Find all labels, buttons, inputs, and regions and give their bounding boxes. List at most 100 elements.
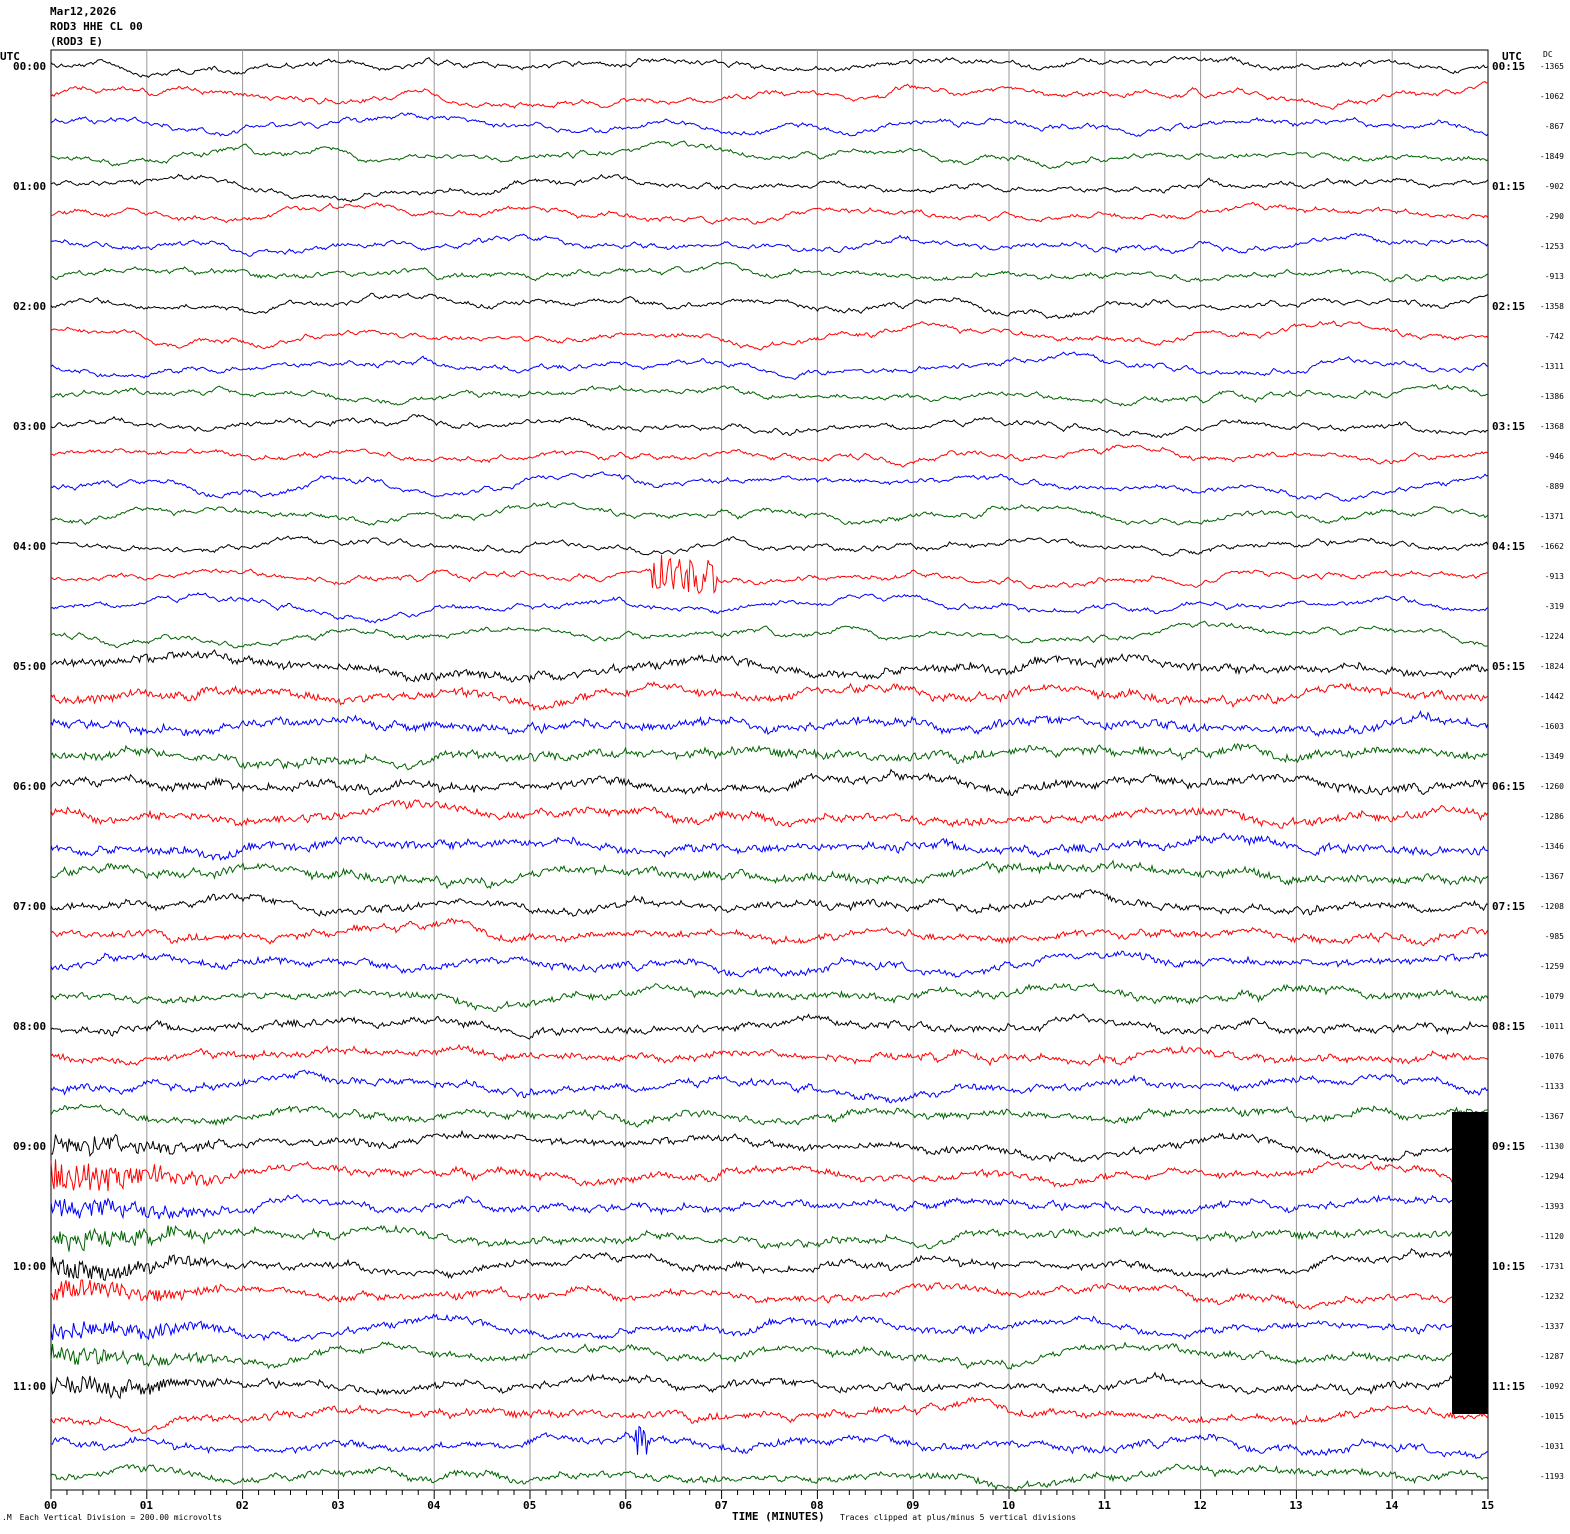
- seismic-trace: [50, 1129, 1489, 1163]
- seismic-trace: [50, 1341, 1489, 1370]
- clipped-signal-block: [1452, 1112, 1488, 1414]
- dc-offset-label: -889: [1545, 482, 1564, 491]
- channel-label: (ROD3 E): [50, 35, 103, 48]
- left-time-label: 03:00: [13, 420, 46, 433]
- dc-offset-label: -1346: [1540, 842, 1564, 851]
- dc-offset-label: -742: [1545, 332, 1564, 341]
- dc-offset-label: -1824: [1540, 662, 1564, 671]
- seismic-trace: [50, 1069, 1489, 1104]
- seismic-trace: [50, 859, 1489, 890]
- right-time-label: 06:15: [1492, 780, 1525, 793]
- dc-offset-label: -1224: [1540, 632, 1564, 641]
- right-time-label: 03:15: [1492, 420, 1525, 433]
- seismic-trace: [50, 1313, 1489, 1343]
- seismic-trace: [50, 471, 1489, 502]
- x-tick-label: 08: [810, 1499, 823, 1512]
- dc-offset-label: -1849: [1540, 152, 1564, 161]
- dc-offset-label: -1133: [1540, 1082, 1564, 1091]
- right-time-label: 01:15: [1492, 180, 1525, 193]
- dc-offset-label: -1092: [1540, 1382, 1564, 1391]
- dc-offset-label: -1287: [1540, 1352, 1564, 1361]
- dc-offset-label: -1349: [1540, 752, 1564, 761]
- seismic-trace: [50, 1248, 1489, 1282]
- dc-offset-label: -1367: [1540, 1112, 1564, 1121]
- seismic-trace: [50, 1463, 1489, 1492]
- seismic-trace: [50, 1193, 1489, 1220]
- right-time-label: 04:15: [1492, 540, 1525, 553]
- left-time-label: 11:00: [13, 1380, 46, 1393]
- plot-frame: [50, 49, 1489, 1491]
- seismic-trace: [50, 1103, 1489, 1128]
- right-time-label: 09:15: [1492, 1140, 1525, 1153]
- seismic-trace: [50, 81, 1489, 110]
- seismic-trace: [50, 680, 1489, 712]
- seismic-trace: [50, 292, 1489, 320]
- dc-offset-label: -290: [1545, 212, 1564, 221]
- left-time-label: 02:00: [13, 300, 46, 313]
- dc-offset-label: -913: [1545, 572, 1564, 581]
- seismic-trace: [50, 1043, 1489, 1067]
- x-tick-label: 13: [1289, 1499, 1302, 1512]
- dc-offset-label: -1062: [1540, 92, 1564, 101]
- dc-offset-label: -1358: [1540, 302, 1564, 311]
- left-time-label: 01:00: [13, 180, 46, 193]
- dc-offset-label: -1260: [1540, 782, 1564, 791]
- seismic-trace: [50, 140, 1489, 170]
- x-tick-label: 04: [427, 1499, 441, 1512]
- seismic-trace: [50, 917, 1489, 947]
- x-tick-label: 03: [331, 1499, 344, 1512]
- left-utc-label: UTC: [0, 50, 20, 63]
- seismic-trace: [50, 620, 1489, 649]
- seismic-trace: [50, 201, 1489, 225]
- left-time-label: 07:00: [13, 900, 46, 913]
- x-tick-label: 10: [1002, 1499, 1015, 1512]
- seismic-trace: [50, 351, 1489, 380]
- dc-label: DC: [1543, 50, 1553, 59]
- seismic-trace: [50, 55, 1489, 79]
- x-tick-label: 01: [140, 1499, 154, 1512]
- right-time-label: 10:15: [1492, 1260, 1525, 1273]
- dc-offset-label: -319: [1545, 602, 1564, 611]
- seismic-trace: [50, 743, 1489, 771]
- dc-offset-label: -1011: [1540, 1022, 1564, 1031]
- right-time-label: 08:15: [1492, 1020, 1525, 1033]
- dc-offset-label: -1130: [1540, 1142, 1564, 1151]
- dc-offset-label: -985: [1545, 932, 1564, 941]
- dc-offset-label: -1365: [1540, 62, 1564, 71]
- right-time-label: 02:15: [1492, 300, 1525, 313]
- seismic-trace: [50, 501, 1489, 526]
- dc-offset-label: -1311: [1540, 362, 1564, 371]
- x-tick-label: 00: [44, 1499, 57, 1512]
- seismic-trace: [50, 320, 1489, 351]
- seismic-trace: [50, 232, 1489, 257]
- seismic-trace: [50, 112, 1489, 137]
- seismic-trace: [50, 710, 1489, 738]
- seismic-trace: [50, 414, 1489, 439]
- right-time-label: 11:15: [1492, 1380, 1525, 1393]
- seismic-trace: [50, 383, 1489, 407]
- dc-offset-label: -1386: [1540, 392, 1564, 401]
- left-time-label: 08:00: [13, 1020, 46, 1033]
- dc-offset-label: -1393: [1540, 1202, 1564, 1211]
- seismic-trace: [51, 444, 1489, 468]
- right-utc-label: UTC: [1502, 50, 1522, 63]
- dc-offset-label: -1371: [1540, 512, 1564, 521]
- dc-offset-label: -1193: [1540, 1472, 1564, 1481]
- x-tick-label: 02: [236, 1499, 249, 1512]
- x-tick-label: 14: [1385, 1499, 1399, 1512]
- dc-offset-label: -946: [1545, 452, 1564, 461]
- seismic-trace: [50, 982, 1489, 1013]
- dc-offset-label: -902: [1545, 182, 1564, 191]
- left-time-label: 09:00: [13, 1140, 46, 1153]
- dc-offset-label: -1079: [1540, 992, 1564, 1001]
- dc-offset-label: -1294: [1540, 1172, 1564, 1181]
- seismic-trace: [50, 1013, 1489, 1040]
- x-tick-label: 06: [619, 1499, 633, 1512]
- x-tick-label: 09: [906, 1499, 919, 1512]
- seismic-trace: [50, 832, 1489, 861]
- right-time-label: 00:15: [1492, 60, 1525, 73]
- seismic-trace: [50, 1279, 1489, 1310]
- seismic-trace: [50, 799, 1489, 829]
- dc-offset-label: -867: [1545, 122, 1564, 131]
